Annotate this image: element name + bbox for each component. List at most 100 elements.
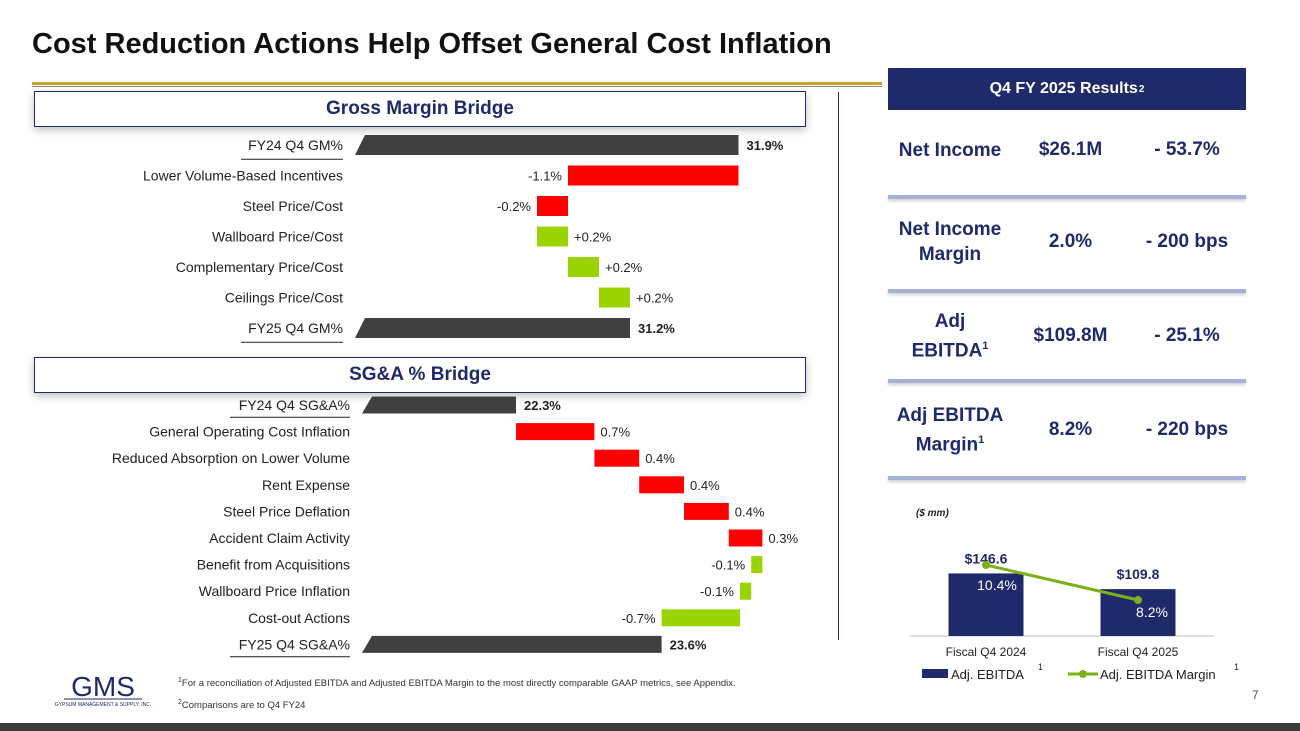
metric-label-sup: 1: [978, 433, 985, 446]
metric-row-net-income: Net Income $26.1M - 53.7%: [888, 110, 1246, 190]
waterfall-value-label: +0.2%: [636, 291, 674, 306]
waterfall-value-label: +0.2%: [605, 260, 643, 275]
waterfall-category-label: Benefit from Acquisitions: [197, 557, 350, 573]
legend-sup: 1: [1038, 662, 1043, 672]
metric-value: $109.8M: [1033, 325, 1108, 346]
x-tick-label: Fiscal Q4 2024: [946, 645, 1027, 659]
waterfall-delta-bar: [661, 609, 740, 627]
footnote-text: Comparisons are to Q4 FY24: [181, 700, 306, 712]
legend-label: Adj. EBITDA: [951, 667, 1024, 682]
results-header-text: Q4 FY 2025 Results: [989, 80, 1138, 97]
waterfall-value-label: 23.6%: [670, 637, 707, 652]
metric-separator: [888, 195, 1246, 199]
margin-point: [982, 561, 990, 569]
footnote-sup: 2: [178, 699, 182, 706]
metric-label: Net Income: [898, 139, 1002, 161]
logo-subtext: GYPSUM MANAGEMENT & SUPPLY, INC.: [55, 702, 151, 708]
waterfall-delta-bar: [537, 226, 568, 247]
waterfall-value-label: -0.7%: [622, 611, 656, 626]
metric-separator: [888, 476, 1246, 480]
waterfall-delta-bar: [594, 449, 640, 467]
unit-note: ($ mm): [916, 508, 949, 519]
margin-line: [985, 563, 1139, 602]
waterfall-value-label: 0.4%: [645, 451, 675, 466]
waterfall-total-bar: [355, 135, 739, 155]
footnote-1: 1For a reconciliation of Adjusted EBITDA…: [178, 677, 736, 689]
metric-change: - 53.7%: [1154, 139, 1220, 160]
waterfall-delta-bar: [684, 502, 729, 520]
ebitda-combo-chart: ($ mm) $146.6 Fiscal Q4 2024 $109.8 Fiscal Q…: [910, 508, 1239, 682]
margin-point: [1134, 596, 1142, 604]
waterfall-delta-bar: [516, 423, 595, 441]
x-tick-label: Fiscal Q4 2025: [1098, 645, 1179, 659]
waterfall-category-label: Steel Price Deflation: [223, 503, 350, 519]
margin-label: 8.2%: [1136, 604, 1168, 620]
waterfall-delta-bar: [751, 556, 763, 574]
metric-label: Net Income Margin: [898, 219, 1002, 265]
waterfall-delta-bar: [728, 529, 763, 547]
ebitda-bar-label: $109.8: [1117, 566, 1160, 582]
waterfall-delta-bar: [599, 287, 630, 308]
legend-label: Adj. EBITDA Margin: [1100, 667, 1216, 682]
metric-row-adj-ebitda-margin: Adj EBITDA Margin1 8.2% - 220 bps: [888, 390, 1246, 470]
results-header: Q4 FY 2025 Results 2: [888, 68, 1246, 110]
waterfall-value-label: 31.9%: [747, 138, 784, 153]
waterfall-category-label: General Operating Cost Inflation: [149, 424, 350, 440]
waterfall-category-label: Accident Claim Activity: [209, 530, 350, 546]
gm-bridge-chart: FY24 Q4 GM% 31.9% Lower Volume-Based Incen…: [143, 135, 784, 343]
page-title: Cost Reduction Actions Help Offset Gener…: [32, 28, 832, 60]
waterfall-total-bar: [362, 635, 662, 653]
legend-swatch-bar: [922, 669, 948, 678]
metric-value: 2.0%: [1048, 231, 1093, 252]
metric-label: Adj EBITDA1: [888, 296, 1012, 376]
waterfall-delta-bar: [740, 582, 752, 600]
waterfall-category-label: FY24 Q4 SG&A%: [239, 397, 350, 413]
metric-change: - 200 bps: [1145, 231, 1229, 252]
waterfall-category-label: Complementary Price/Cost: [176, 259, 343, 275]
waterfall-category-label: FY25 Q4 GM%: [248, 320, 343, 336]
metric-separator: [888, 289, 1246, 293]
legend-swatch-point: [1079, 670, 1087, 678]
results-header-sup: 2: [1138, 83, 1145, 95]
sga-bridge-header: SG&A % Bridge: [34, 357, 806, 393]
waterfall-value-label: -1.1%: [528, 169, 562, 184]
waterfall-delta-bar: [568, 165, 739, 186]
metric-label-text: Adj EBITDA: [911, 310, 983, 362]
waterfall-value-label: 0.7%: [600, 425, 630, 440]
metric-change: - 25.1%: [1154, 325, 1220, 346]
footnote-sup: 1: [178, 677, 182, 684]
waterfall-total-bar: [355, 318, 630, 338]
waterfall-value-label: -0.2%: [497, 199, 531, 214]
waterfall-category-label: Rent Expense: [262, 477, 350, 493]
waterfall-value-label: 0.4%: [735, 504, 765, 519]
waterfall-category-label: FY24 Q4 GM%: [248, 137, 343, 153]
waterfall-value-label: -0.1%: [700, 584, 734, 599]
waterfall-category-label: Cost-out Actions: [248, 610, 350, 626]
metric-row-net-income-margin: Net Income Margin 2.0% - 200 bps: [888, 202, 1246, 282]
gm-bridge-header: Gross Margin Bridge: [34, 91, 806, 127]
metric-label-sup: 1: [982, 339, 989, 352]
vertical-divider: [838, 92, 839, 640]
waterfall-value-label: -0.1%: [711, 558, 745, 573]
metric-value: $26.1M: [1038, 139, 1103, 160]
page-number: 7: [1252, 688, 1259, 702]
metric-row-adj-ebitda: Adj EBITDA1 $109.8M - 25.1%: [888, 296, 1246, 376]
gms-logo: GMS GYPSUM MANAGEMENT & SUPPLY, INC.: [55, 672, 151, 708]
bottom-bar: [0, 723, 1300, 731]
waterfall-category-label: Lower Volume-Based Incentives: [143, 168, 343, 184]
waterfall-value-label: 0.4%: [690, 478, 720, 493]
ebitda-bar-label: $146.6: [965, 550, 1008, 566]
waterfall-value-label: 0.3%: [768, 531, 798, 546]
waterfall-delta-bar: [568, 257, 599, 277]
metric-label: Adj EBITDA Margin1: [888, 390, 1012, 470]
ebitda-bar: [948, 573, 1024, 636]
waterfall-value-label: +0.2%: [574, 230, 612, 245]
waterfall-category-label: Wallboard Price/Cost: [212, 229, 343, 245]
waterfall-value-label: 31.2%: [638, 321, 675, 336]
waterfall-category-label: Ceilings Price/Cost: [225, 290, 343, 306]
logo-text: GMS: [71, 672, 135, 702]
sga-bridge-chart: FY24 Q4 SG&A% 22.3% General Operating Cost…: [112, 396, 798, 658]
margin-label: 10.4%: [977, 577, 1017, 593]
title-rule-gray: [32, 86, 882, 87]
footnote-2: 2Comparisons are to Q4 FY24: [178, 699, 305, 711]
